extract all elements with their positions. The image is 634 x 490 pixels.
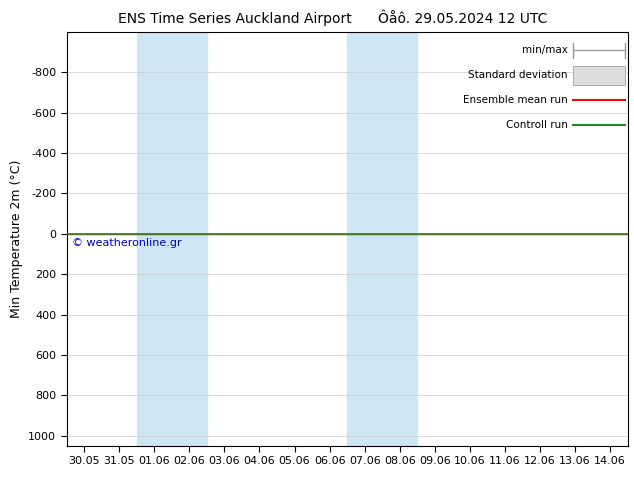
Bar bbox=[137, 32, 207, 446]
Bar bbox=[347, 32, 417, 446]
Text: Ôåô. 29.05.2024 12 UTC: Ôåô. 29.05.2024 12 UTC bbox=[378, 12, 548, 26]
Y-axis label: Min Temperature 2m (°C): Min Temperature 2m (°C) bbox=[10, 160, 23, 318]
Text: ENS Time Series Auckland Airport: ENS Time Series Auckland Airport bbox=[118, 12, 351, 26]
Text: © weatheronline.gr: © weatheronline.gr bbox=[72, 238, 182, 248]
